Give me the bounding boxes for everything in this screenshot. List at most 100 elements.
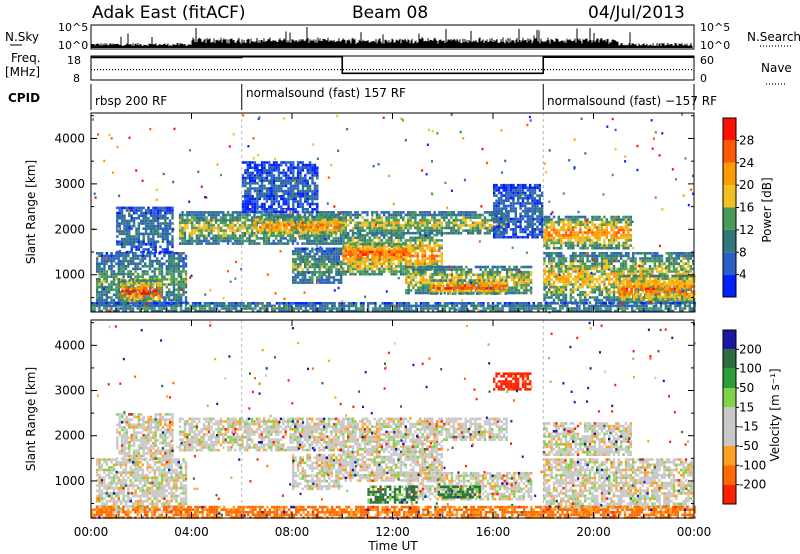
rti-cell bbox=[424, 268, 427, 271]
rti-cell bbox=[292, 208, 295, 211]
rti-cell bbox=[371, 242, 374, 246]
rti-cell bbox=[96, 280, 99, 284]
rti-cell bbox=[190, 224, 194, 227]
rti-cell bbox=[479, 268, 482, 271]
rti-cell bbox=[397, 224, 400, 227]
rti-cell bbox=[175, 257, 178, 260]
rti-cell bbox=[166, 235, 169, 238]
rti-cell bbox=[287, 205, 290, 208]
rti-cell bbox=[304, 228, 308, 232]
rti-cell bbox=[354, 267, 357, 271]
rti-cell bbox=[154, 248, 157, 251]
rti-cell bbox=[260, 226, 263, 230]
rti-cell bbox=[128, 232, 131, 236]
rti-cell bbox=[144, 265, 147, 268]
rti-cell bbox=[486, 270, 490, 274]
rti-cell bbox=[304, 278, 307, 282]
rti-cell bbox=[282, 210, 285, 214]
rti-cell bbox=[153, 270, 156, 273]
rti-cell bbox=[265, 221, 268, 225]
rti-cell bbox=[246, 229, 249, 232]
rti-cell bbox=[445, 265, 449, 269]
rti-cell bbox=[184, 291, 188, 294]
rti-cell bbox=[339, 237, 343, 240]
rti-cell bbox=[266, 223, 269, 227]
rti-cell bbox=[110, 301, 113, 304]
rti-cell bbox=[156, 222, 160, 225]
rti-cell bbox=[289, 195, 293, 198]
rti-cell bbox=[229, 213, 232, 217]
rti-cell bbox=[501, 268, 504, 271]
rti-cell bbox=[299, 257, 302, 261]
rti-cell bbox=[154, 217, 157, 220]
rti-cell bbox=[465, 270, 468, 274]
rti-cell bbox=[421, 257, 424, 260]
rti-cell bbox=[316, 195, 319, 198]
rti-cell bbox=[254, 220, 257, 224]
rti-cell bbox=[407, 231, 410, 235]
rti-cell bbox=[256, 205, 259, 208]
rti-cell bbox=[411, 249, 415, 253]
rti-cell bbox=[246, 166, 249, 169]
rti-cell bbox=[311, 166, 314, 169]
rti-cell bbox=[426, 244, 429, 247]
rti-cell bbox=[340, 218, 344, 221]
rti-cell bbox=[292, 278, 295, 282]
rti-cell bbox=[397, 248, 401, 251]
rti-cell bbox=[311, 220, 315, 224]
rti-cell bbox=[378, 242, 381, 246]
rti-cell bbox=[137, 245, 141, 249]
rti-cell bbox=[439, 281, 443, 285]
rti-cell bbox=[171, 235, 174, 238]
rti-cell bbox=[108, 259, 111, 263]
rti-cell bbox=[249, 187, 252, 190]
rti-cell bbox=[416, 226, 419, 230]
rti-cell bbox=[303, 213, 307, 217]
rti-cell bbox=[258, 205, 261, 208]
rti-cell bbox=[395, 211, 398, 214]
rti-cell bbox=[419, 226, 422, 230]
rti-cell bbox=[117, 291, 120, 294]
cpid-segment-label: normalsound (fast) −157 RF bbox=[547, 94, 717, 108]
rti-cell bbox=[433, 229, 436, 232]
rti-cell bbox=[371, 262, 374, 266]
rti-cell bbox=[98, 270, 101, 273]
rti-cell bbox=[364, 250, 367, 254]
rti-cell bbox=[321, 226, 324, 229]
rti-cell bbox=[409, 252, 412, 255]
rti-cell bbox=[231, 234, 235, 238]
rti-cell bbox=[159, 281, 162, 285]
rti-cell bbox=[251, 195, 254, 198]
rti-cell bbox=[100, 280, 104, 284]
rti-cell bbox=[123, 219, 126, 223]
rti-cell bbox=[244, 169, 247, 172]
rti-cell bbox=[349, 267, 352, 271]
rti-cell bbox=[142, 206, 145, 210]
rti-cell bbox=[303, 221, 307, 225]
rti-cell bbox=[302, 220, 305, 224]
rti-cell bbox=[421, 265, 425, 269]
rti-cell bbox=[323, 260, 326, 264]
rti-cell bbox=[246, 224, 249, 227]
rti-cell bbox=[137, 222, 141, 225]
rti-cell bbox=[195, 221, 199, 225]
rti-cell bbox=[409, 226, 412, 230]
rti-cell bbox=[156, 275, 159, 278]
rti-cell bbox=[450, 221, 453, 225]
rti-cell bbox=[315, 234, 319, 238]
rti-cell bbox=[402, 270, 405, 273]
rti-cell bbox=[256, 200, 259, 203]
rti-cell bbox=[184, 304, 188, 307]
rti-cell bbox=[182, 270, 185, 273]
rti-cell bbox=[188, 221, 191, 225]
rti-cell bbox=[380, 239, 383, 242]
rti-cell bbox=[172, 291, 176, 294]
rti-cell bbox=[356, 224, 359, 227]
rti-cell bbox=[316, 197, 319, 201]
rti-cell bbox=[284, 237, 287, 240]
rti-cell bbox=[140, 209, 143, 212]
rti-cell bbox=[440, 262, 443, 266]
rti-cell bbox=[261, 223, 264, 227]
rti-cell bbox=[116, 240, 119, 243]
rti-cell bbox=[265, 239, 268, 243]
